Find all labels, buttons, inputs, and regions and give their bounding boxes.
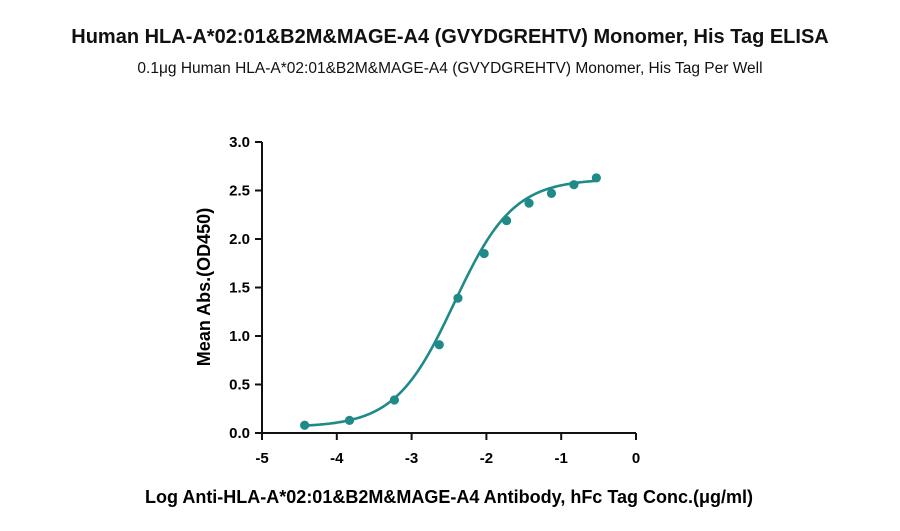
x-tick-label: 0 [632, 450, 640, 467]
y-tick-label: 1.5 [229, 280, 250, 297]
data-point [434, 340, 444, 350]
y-tick-label: 2.0 [229, 231, 250, 248]
chart-title: Human HLA-A*02:01&B2M&MAGE-A4 (GVYDGREHT… [71, 26, 829, 48]
y-tick-label: 2.5 [229, 183, 250, 200]
x-tick-label: -3 [405, 450, 418, 467]
data-point [591, 173, 601, 183]
x-tick-label: -1 [555, 450, 568, 467]
y-tick-label: 0.5 [229, 377, 250, 394]
data-point [501, 215, 512, 226]
fit-curve-layer [304, 179, 597, 427]
x-axis-label: Log Anti-HLA-A*02:01&B2M&MAGE-A4 Antibod… [145, 487, 753, 507]
axes: 0.0 0.5 1.0 1.5 2.0 2.5 3.0 -5 -4 -3 -2 -1 0 [229, 134, 640, 467]
x-tick-label: -5 [255, 450, 268, 467]
data-point [300, 420, 310, 430]
data-point [546, 188, 557, 199]
x-tick-label: -2 [480, 450, 493, 467]
chart-subtitle: 0.1μg Human HLA-A*02:01&B2M&MAGE-A4 (GVY… [137, 60, 763, 77]
y-tick-label: 1.0 [229, 328, 250, 345]
data-points-layer [300, 173, 601, 430]
y-tick-label: 0.0 [229, 425, 250, 442]
fit-curve [304, 179, 597, 427]
data-point [524, 198, 534, 208]
data-point [453, 293, 463, 303]
data-point [389, 395, 399, 405]
data-point [479, 248, 489, 259]
y-tick-label: 3.0 [229, 134, 250, 151]
data-point [344, 415, 355, 425]
x-tick-label: -4 [330, 450, 344, 467]
data-point [569, 180, 579, 190]
y-axis-label: Mean Abs.(OD450) [194, 208, 214, 366]
